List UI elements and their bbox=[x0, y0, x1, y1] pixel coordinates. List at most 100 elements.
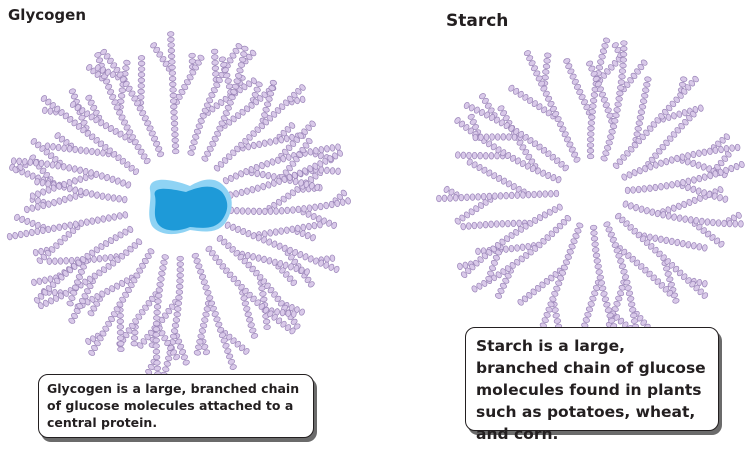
glucose-bead bbox=[111, 213, 118, 221]
glucose-bead bbox=[99, 290, 106, 298]
glucose-bead bbox=[309, 120, 316, 128]
glucose-bead bbox=[245, 207, 251, 215]
glucose-bead bbox=[73, 308, 81, 314]
glucose-bead bbox=[267, 229, 273, 237]
glucose-bead bbox=[254, 126, 261, 133]
glucose-bead bbox=[76, 303, 84, 310]
glucose-bead bbox=[238, 188, 245, 197]
glucose-bead bbox=[253, 269, 260, 277]
glucose-bead bbox=[476, 164, 483, 171]
glucose-bead bbox=[671, 112, 677, 120]
glucose-bead bbox=[164, 339, 172, 347]
glucose-bead bbox=[285, 192, 292, 200]
glucose-bead bbox=[328, 200, 335, 209]
glucose-bead bbox=[692, 106, 699, 114]
glucose-bead bbox=[333, 265, 340, 273]
glucose-bead bbox=[157, 151, 165, 158]
glucose-bead bbox=[652, 234, 659, 242]
glucose-bead bbox=[93, 340, 101, 347]
glucose-bead bbox=[540, 85, 548, 92]
glucose-bead bbox=[309, 182, 315, 190]
glucose-bead bbox=[611, 42, 619, 49]
glucose-bead bbox=[243, 105, 251, 113]
glucose-bead bbox=[312, 203, 318, 211]
glucose-bead bbox=[218, 332, 226, 339]
glucose-bead bbox=[89, 217, 96, 225]
glucose-bead bbox=[103, 78, 111, 85]
glucose-bead bbox=[171, 143, 180, 149]
glucose-bead bbox=[156, 51, 164, 58]
glucose-bead bbox=[564, 214, 572, 222]
glucose-bead bbox=[291, 310, 297, 318]
glucose-bead bbox=[126, 129, 134, 136]
glucose-bead bbox=[84, 288, 91, 295]
glucose-bead bbox=[292, 156, 300, 163]
glucose-bead bbox=[248, 166, 255, 174]
glucose-bead bbox=[483, 133, 490, 141]
glucose-bead bbox=[601, 42, 609, 49]
glucose-bead bbox=[685, 152, 691, 160]
glucose-bead bbox=[641, 92, 649, 99]
glucose-bead bbox=[53, 242, 60, 249]
glucose-bead bbox=[503, 235, 511, 243]
glucose-bead bbox=[603, 221, 611, 228]
glucose-bead bbox=[581, 99, 588, 106]
glucose-bead bbox=[623, 220, 630, 227]
glucose-bead bbox=[636, 114, 645, 121]
glucose-bead bbox=[49, 246, 56, 253]
glucose-bead bbox=[611, 60, 619, 67]
glucose-bead bbox=[199, 322, 208, 329]
glucose-bead bbox=[712, 146, 719, 154]
glucose-bead bbox=[261, 255, 267, 264]
glucose-bead bbox=[58, 135, 66, 143]
glucose-bead bbox=[701, 173, 708, 181]
glucose-bead bbox=[36, 277, 43, 285]
glucose-bead bbox=[290, 279, 298, 286]
glucose-bead bbox=[656, 250, 663, 258]
glucose-bead bbox=[100, 266, 108, 274]
glucose-bead bbox=[630, 186, 636, 194]
glucose-bead bbox=[236, 67, 244, 74]
glucose-bead bbox=[488, 220, 494, 228]
glucose-bead bbox=[200, 279, 208, 286]
glucose-bead bbox=[141, 257, 149, 265]
glucose-bead bbox=[556, 222, 564, 230]
glucose-bead bbox=[608, 128, 616, 135]
glucose-bead bbox=[329, 144, 336, 152]
glucose-bead bbox=[155, 292, 163, 299]
glucose-bead bbox=[454, 217, 461, 225]
glucose-bead bbox=[46, 257, 53, 265]
glucose-bead bbox=[473, 205, 480, 213]
glucose-bead bbox=[254, 184, 261, 192]
glucose-bead bbox=[10, 157, 17, 165]
glucose-bead bbox=[463, 211, 471, 219]
glucose-bead bbox=[79, 107, 86, 115]
glucose-bead bbox=[176, 255, 184, 262]
glucose-bead bbox=[638, 205, 645, 213]
glucose-bead bbox=[670, 204, 677, 212]
glucose-bead bbox=[662, 286, 670, 293]
glucose-bead bbox=[466, 158, 473, 166]
glucose-bead bbox=[24, 170, 31, 178]
glucose-bead bbox=[541, 106, 548, 114]
glucose-bead bbox=[607, 231, 615, 238]
glucose-bead bbox=[571, 78, 579, 85]
glucose-bead bbox=[464, 267, 472, 275]
glucose-bead bbox=[482, 221, 489, 229]
glucose-bead bbox=[642, 165, 648, 173]
glucose-bead bbox=[680, 76, 688, 82]
glucose-bead bbox=[147, 248, 155, 255]
glucose-bead bbox=[510, 154, 516, 162]
glucose-bead bbox=[318, 166, 325, 174]
glucose-bead bbox=[674, 238, 681, 247]
glucose-bead bbox=[680, 273, 688, 280]
glucose-bead bbox=[78, 298, 86, 305]
glucose-bead bbox=[61, 234, 68, 242]
glucose-bead bbox=[187, 150, 195, 156]
glucose-bead bbox=[717, 186, 724, 194]
glucose-bead bbox=[142, 304, 149, 311]
glucose-bead bbox=[131, 139, 139, 146]
glucose-bead bbox=[176, 272, 184, 279]
glucose-bead bbox=[262, 318, 271, 325]
glucose-bead bbox=[81, 293, 89, 300]
